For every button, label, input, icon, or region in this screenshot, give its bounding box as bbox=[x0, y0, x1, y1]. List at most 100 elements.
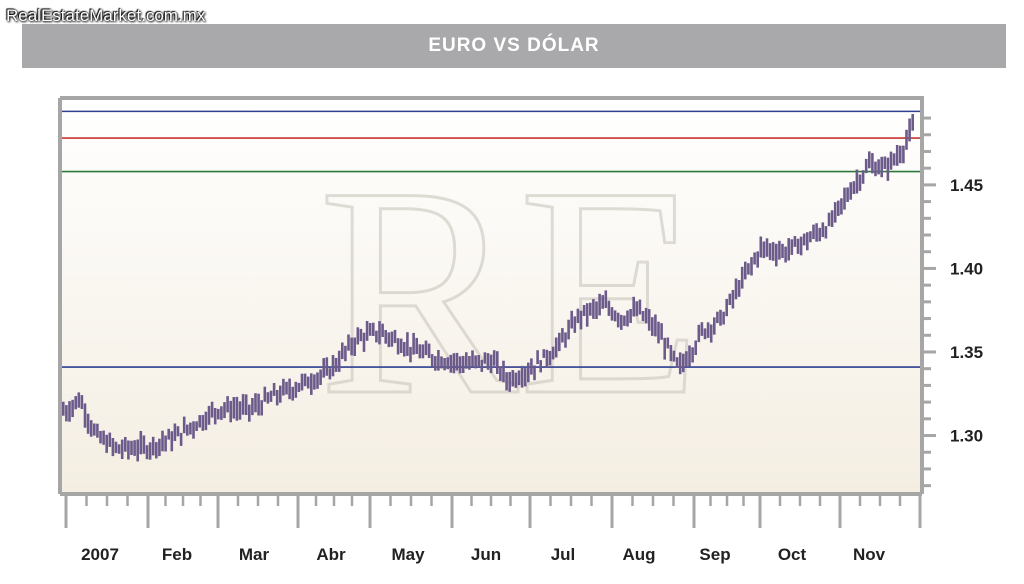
price-bar bbox=[790, 239, 794, 255]
price-bar bbox=[77, 392, 81, 408]
price-bar bbox=[666, 337, 670, 349]
x-tick-label: 2007 bbox=[81, 545, 119, 564]
price-bar bbox=[158, 438, 161, 457]
price-bar bbox=[496, 351, 499, 374]
price-bar bbox=[461, 355, 465, 373]
price-bar bbox=[306, 376, 310, 389]
price-bar bbox=[892, 153, 896, 166]
y-tick-label: 1.40 bbox=[950, 259, 983, 278]
price-bar bbox=[511, 370, 515, 387]
price-bar bbox=[573, 316, 577, 333]
y-tick-label: 1.35 bbox=[950, 343, 983, 362]
chart-title: EURO VS DÓLAR bbox=[428, 35, 600, 56]
price-bar bbox=[725, 298, 728, 317]
price-bar bbox=[895, 145, 899, 166]
price-bar bbox=[465, 352, 468, 369]
price-bar bbox=[855, 169, 859, 194]
price-bar bbox=[260, 400, 263, 416]
price-bar bbox=[784, 246, 787, 263]
price-bar bbox=[399, 338, 403, 353]
price-bar bbox=[682, 353, 685, 373]
price-bar bbox=[241, 394, 245, 415]
price-bar bbox=[381, 323, 384, 337]
x-tick-label: Feb bbox=[162, 545, 192, 564]
price-bar bbox=[179, 432, 183, 446]
price-bar bbox=[148, 442, 152, 460]
price-bar bbox=[421, 344, 425, 359]
price-bar bbox=[424, 340, 428, 356]
price-bar bbox=[356, 327, 360, 345]
price-bar bbox=[561, 328, 564, 343]
price-bar bbox=[80, 395, 84, 409]
price-bar bbox=[598, 293, 601, 316]
price-bar bbox=[502, 360, 505, 383]
price-bar bbox=[499, 366, 502, 381]
price-bar bbox=[443, 358, 446, 371]
price-bar bbox=[62, 401, 65, 416]
price-bar bbox=[536, 350, 539, 365]
price-bar bbox=[623, 315, 626, 326]
price-bar bbox=[700, 322, 704, 336]
price-bar bbox=[396, 338, 400, 355]
price-bar bbox=[223, 402, 226, 419]
price-bar bbox=[672, 350, 676, 362]
price-bar bbox=[747, 263, 750, 275]
price-bar bbox=[861, 170, 865, 184]
price-bar bbox=[217, 408, 220, 420]
price-bar bbox=[449, 354, 453, 373]
price-bar bbox=[195, 421, 198, 431]
price-bar bbox=[644, 307, 648, 324]
price-bar bbox=[576, 308, 580, 324]
price-bar bbox=[139, 431, 143, 455]
price-bar bbox=[620, 314, 623, 330]
price-bar bbox=[133, 440, 136, 456]
price-bar bbox=[291, 386, 294, 401]
price-bar bbox=[868, 151, 871, 169]
price-bar bbox=[120, 439, 124, 459]
price-bar bbox=[731, 290, 735, 309]
price-bar bbox=[505, 372, 508, 391]
price-bar bbox=[539, 360, 542, 373]
price-bar bbox=[824, 226, 828, 239]
x-tick-label: Mar bbox=[239, 545, 270, 564]
price-bar bbox=[83, 403, 87, 428]
price-bar bbox=[182, 416, 186, 434]
price-bar bbox=[437, 350, 440, 371]
price-bar bbox=[762, 241, 766, 259]
price-bar bbox=[610, 307, 614, 321]
price-bar bbox=[527, 362, 530, 383]
price-bar bbox=[663, 337, 666, 360]
price-bar bbox=[403, 342, 406, 357]
price-bar bbox=[542, 349, 546, 358]
price-bar bbox=[697, 324, 701, 343]
price-bar bbox=[365, 321, 369, 341]
price-bar bbox=[669, 345, 673, 362]
price-bar bbox=[362, 332, 366, 352]
price-bar bbox=[251, 398, 254, 416]
price-bar bbox=[877, 159, 880, 175]
price-bar bbox=[415, 337, 418, 354]
price-bar bbox=[130, 440, 133, 455]
price-bar bbox=[359, 328, 363, 342]
price-bar bbox=[117, 444, 121, 454]
price-bar bbox=[232, 397, 236, 419]
price-bar bbox=[771, 242, 775, 261]
price-bar bbox=[533, 365, 536, 381]
price-bar bbox=[753, 252, 756, 265]
price-bar bbox=[325, 357, 329, 376]
price-bar bbox=[124, 437, 127, 452]
price-bar bbox=[902, 145, 905, 164]
price-bar bbox=[492, 350, 496, 366]
price-bar bbox=[744, 261, 747, 280]
price-bar bbox=[322, 358, 325, 378]
price-bar bbox=[486, 353, 490, 370]
price-bar bbox=[796, 238, 800, 254]
price-bar bbox=[802, 233, 806, 246]
price-bar bbox=[257, 393, 260, 416]
x-tick-label: Oct bbox=[778, 545, 807, 564]
price-bar bbox=[799, 236, 803, 256]
price-bar bbox=[378, 321, 381, 345]
price-bar bbox=[353, 337, 356, 356]
watermark-logo: RE bbox=[318, 125, 701, 457]
price-bar bbox=[89, 420, 93, 437]
